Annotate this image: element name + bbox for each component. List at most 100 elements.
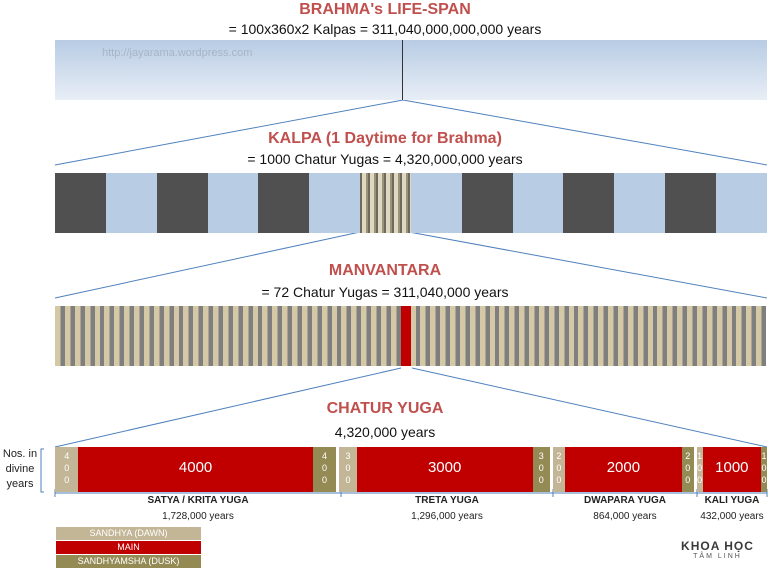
manvantara-stripe (647, 306, 658, 366)
manvantara-stripe (203, 306, 213, 366)
manvantara-stripe (380, 306, 391, 366)
manvantara-stripe (756, 306, 766, 366)
manvantara-stripe (489, 306, 500, 366)
manvantara-stripe (716, 306, 727, 366)
manvantara-stripe (667, 306, 678, 366)
manvantara-stripe (588, 306, 599, 366)
manvantara-stripe (193, 306, 204, 366)
kalpa-block-light (105, 173, 157, 233)
manvantara-stripe (143, 306, 154, 366)
kalpa-block-light (207, 173, 259, 233)
kalpa-block-dark (563, 173, 615, 233)
yuga-name: SATYA / KRITA YUGA (147, 495, 249, 506)
manvantara-stripe (509, 306, 520, 366)
manvantara-stripe (519, 306, 529, 366)
side-label: Nos. in divine years (2, 448, 38, 490)
manvantara-stripe (124, 306, 134, 366)
kalpa-block-light (410, 173, 462, 233)
yuga-years: 1,728,000 years (162, 511, 234, 522)
manvantara-stripe (311, 306, 322, 366)
connector-kalpa-left (54, 99, 404, 166)
manvantara-stripe (114, 306, 125, 366)
kalpa-block-dark (55, 173, 106, 233)
manvantara-stripe (430, 306, 441, 366)
manvantara-stripe (272, 306, 283, 366)
manvantara-stripe (677, 306, 687, 366)
manvantara-subtitle: = 72 Chatur Yugas = 311,040,000 years (261, 284, 509, 300)
manvantara-stripe (55, 306, 65, 366)
manvantara-band (55, 306, 767, 366)
kalpa-block-dark (258, 173, 310, 233)
manvantara-stripe (321, 306, 332, 366)
manvantara-stripe (410, 306, 421, 366)
manvantara-stripe (479, 306, 490, 366)
yuga-value: 3000 (427, 459, 462, 476)
manvantara-stripe (637, 306, 648, 366)
legend-item: SANDHYA (DAWN) (56, 527, 201, 540)
manvantara-stripe (657, 306, 668, 366)
connector-manvantara-right (408, 231, 768, 299)
manvantara-stripe (696, 306, 707, 366)
logo-line2: TÂM LINH (693, 553, 742, 560)
manvantara-stripe (94, 306, 105, 366)
manvantara-stripe (529, 306, 539, 366)
kalpa-block-light (512, 173, 564, 233)
yuga-name: TRETA YUGA (415, 495, 479, 506)
logo: KHOA HỌC TÂM LINH (670, 539, 765, 560)
manvantara-stripe (173, 306, 184, 366)
manvantara-stripe (499, 306, 510, 366)
legend-item: MAIN (56, 541, 201, 554)
manvantara-stripe (450, 306, 460, 366)
kalpa-block-light (309, 173, 361, 233)
connector-chatur-right (411, 367, 768, 448)
connector-kalpa-right (402, 99, 768, 166)
kalpa-subtitle: = 1000 Chatur Yugas = 4,320,000,000 year… (247, 151, 523, 167)
manvantara-stripe (331, 306, 342, 366)
manvantara-stripe (361, 306, 371, 366)
yuga-years: 1,296,000 years (411, 511, 483, 522)
manvantara-title: MANVANTARA (328, 262, 442, 279)
manvantara-stripe (538, 306, 549, 366)
kalpa-block-highlight (360, 173, 411, 233)
kalpa-block-dark (665, 173, 716, 233)
manvantara-stripe (282, 306, 292, 366)
chatur-subtitle: 4,320,000 years (334, 424, 436, 440)
manvantara-stripe (736, 306, 747, 366)
kalpa-block-dark (156, 173, 208, 233)
manvantara-stripe (558, 306, 569, 366)
manvantara-stripe (598, 306, 608, 366)
manvantara-stripe (627, 306, 638, 366)
kalpa-block-dark (461, 173, 513, 233)
manvantara-stripe (292, 306, 302, 366)
manvantara-stripe (301, 306, 312, 366)
manvantara-stripe (341, 306, 352, 366)
manvantara-stripe (459, 306, 470, 366)
manvantara-stripe (153, 306, 164, 366)
yuga-name: KALI YUGA (704, 495, 760, 506)
manvantara-stripe (687, 306, 697, 366)
manvantara-stripe (262, 306, 273, 366)
manvantara-stripe (242, 306, 253, 366)
manvantara-stripe (64, 306, 75, 366)
legend-item: SANDHYAMSHA (DUSK) (56, 555, 201, 568)
yuga-value: 2000 (606, 459, 641, 476)
yuga-name: DWAPARA YUGA (583, 495, 667, 506)
kalpa-title: KALPA (1 Daytime for Brahma) (268, 130, 502, 147)
logo-line1: KHOA HỌC (681, 539, 754, 553)
brahma-band (55, 40, 767, 100)
brahma-marker (402, 40, 403, 100)
manvantara-stripe (371, 306, 381, 366)
yuga-segment-main: 1000 (702, 447, 762, 492)
manvantara-stripe (746, 306, 757, 366)
manvantara-highlight (400, 306, 411, 366)
